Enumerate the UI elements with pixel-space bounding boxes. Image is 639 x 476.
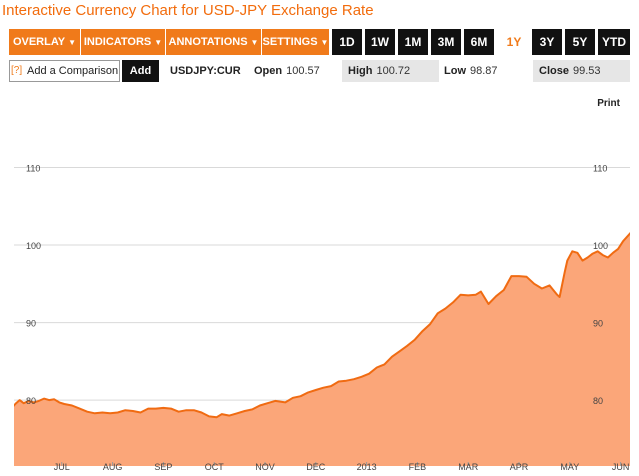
annotations-menu[interactable]: ANNOTATIONS ▼ xyxy=(166,29,261,55)
range-6m-button[interactable]: 6M xyxy=(464,29,494,55)
low-label: Low xyxy=(444,65,466,77)
x-tick-label: FEB xyxy=(409,462,427,472)
indicators-menu[interactable]: INDICATORS ▼ xyxy=(81,29,165,55)
price-line xyxy=(14,231,630,419)
close-stat: Close 99.53 xyxy=(533,60,630,82)
range-3m-button[interactable]: 3M xyxy=(431,29,461,55)
low-value: 98.87 xyxy=(470,65,498,77)
y-tick-label-right: 110 xyxy=(593,164,607,174)
add-comparison-button[interactable]: Add xyxy=(122,60,159,82)
annotations-menu-label: ANNOTATIONS xyxy=(168,36,248,48)
high-value: 100.72 xyxy=(376,65,411,77)
exchange-rate-chart[interactable]: 80 80 90 90 100 100 110 110 JUL AUG SEP OCT NOV DEC 20… xyxy=(14,90,630,476)
y-tick-label-right: 80 xyxy=(593,396,603,406)
chart-toolbar: OVERLAY ▼ INDICATORS ▼ ANNOTATIONS ▼ SETTIN… xyxy=(9,29,630,55)
range-1d-button[interactable]: 1D xyxy=(332,29,362,55)
open-label: Open xyxy=(254,65,283,77)
chevron-down-icon: ▼ xyxy=(320,38,329,47)
y-tick-label-left: 100 xyxy=(26,241,41,251)
overlay-menu-label: OVERLAY xyxy=(12,36,66,48)
x-tick-label: 2013 xyxy=(357,462,377,472)
settings-menu-label: SETTINGS xyxy=(262,36,318,48)
open-value: 100.57 xyxy=(286,65,320,77)
y-tick-label-left: 80 xyxy=(26,396,36,406)
print-link[interactable]: Print xyxy=(597,98,620,109)
x-tick-label: DEC xyxy=(306,462,326,472)
high-label: High xyxy=(348,65,373,77)
x-tick-label: NOV xyxy=(255,462,275,472)
range-ytd-button[interactable]: YTD xyxy=(598,29,630,55)
settings-menu[interactable]: SETTINGS ▼ xyxy=(262,29,329,55)
add-comparison-input[interactable]: Add a Comparison xyxy=(9,60,120,82)
quote-bar: Add a Comparison [?] Add USDJPY:CUR Open… xyxy=(9,60,630,82)
close-value: 99.53 xyxy=(572,65,601,77)
chevron-down-icon: ▼ xyxy=(250,38,259,47)
overlay-menu[interactable]: OVERLAY ▼ xyxy=(9,29,80,55)
x-tick-label: OCT xyxy=(205,462,225,472)
x-tick-label: MAY xyxy=(560,462,579,472)
axis-ticks: 80 80 90 90 100 100 110 110 JUL AUG SEP OCT NOV DEC 20… xyxy=(26,164,629,472)
chevron-down-icon: ▼ xyxy=(154,38,163,47)
indicators-menu-label: INDICATORS xyxy=(83,36,152,48)
chevron-down-icon: ▼ xyxy=(68,38,77,47)
x-tick-label: APR xyxy=(510,462,529,472)
range-5y-button[interactable]: 5Y xyxy=(565,29,595,55)
x-tick-label: AUG xyxy=(103,462,123,472)
open-stat: Open 100.57 xyxy=(248,60,340,82)
x-tick-label: MAR xyxy=(458,462,479,472)
y-tick-label-left: 90 xyxy=(26,319,36,329)
range-1y-button[interactable]: 1Y xyxy=(499,29,529,55)
x-tick-label: JUL xyxy=(54,462,70,472)
help-icon[interactable]: [?] xyxy=(11,65,23,76)
comparison-placeholder: Add a Comparison xyxy=(27,65,119,77)
area-series xyxy=(14,231,630,466)
range-3y-button[interactable]: 3Y xyxy=(532,29,562,55)
low-stat: Low 98.87 xyxy=(438,60,530,82)
page-title: Interactive Currency Chart for USD-JPY E… xyxy=(2,2,374,19)
y-tick-label-left: 110 xyxy=(26,164,40,174)
high-stat: High 100.72 xyxy=(342,60,439,82)
symbol-label: USDJPY:CUR xyxy=(164,60,244,82)
range-1w-button[interactable]: 1W xyxy=(365,29,395,55)
y-tick-label-right: 100 xyxy=(593,241,608,251)
x-tick-label: SEP xyxy=(154,462,172,472)
x-tick-label: JUN xyxy=(612,462,630,472)
close-label: Close xyxy=(539,65,569,77)
symbol-text: USDJPY:CUR xyxy=(170,65,241,77)
range-1m-button[interactable]: 1M xyxy=(398,29,428,55)
y-tick-label-right: 90 xyxy=(593,319,603,329)
area-fill xyxy=(14,233,630,466)
